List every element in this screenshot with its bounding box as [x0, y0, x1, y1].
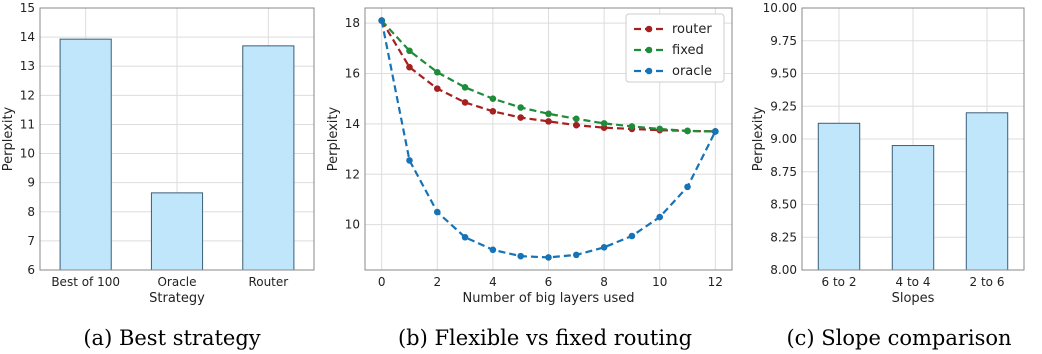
- point-oracle: [656, 213, 664, 221]
- x-tick-label: Router: [248, 275, 288, 289]
- y-tick-label: 8.75: [770, 165, 797, 179]
- legend-label-oracle: oracle: [672, 64, 712, 79]
- x-tick-label: 2 to 6: [970, 275, 1005, 289]
- point-router: [406, 63, 413, 71]
- y-tick-label: 12: [345, 167, 360, 181]
- bar-oracle: [150, 192, 204, 271]
- point-router: [489, 107, 497, 115]
- y-axis-label: Perplexity: [326, 106, 341, 171]
- point-oracle: [489, 246, 497, 254]
- x-tick-label: 6: [545, 275, 553, 289]
- y-tick-label: 10: [345, 218, 360, 232]
- point-fixed: [406, 47, 413, 55]
- legend-label-fixed: fixed: [672, 43, 704, 58]
- bar-4-to-4: [891, 145, 935, 271]
- y-tick-label: 8.00: [770, 263, 797, 277]
- y-tick-label: 15: [20, 1, 35, 15]
- y-tick-label: 11: [20, 117, 35, 131]
- y-tick-label: 7: [27, 234, 35, 248]
- y-tick-label: 8.50: [770, 198, 797, 212]
- x-tick-label: 6 to 2: [822, 275, 857, 289]
- point-oracle: [517, 252, 524, 260]
- y-tick-label: 14: [345, 117, 360, 131]
- point-fixed: [489, 95, 497, 102]
- point-oracle: [406, 157, 413, 164]
- point-oracle: [461, 233, 469, 241]
- x-tick-label: 4: [489, 275, 497, 289]
- chart-b-flexible-vs-fixed-routing: 10 12 14 16 18 0 2 4 6 8 10 12 router fixed oracle Perp…: [326, 7, 733, 306]
- y-tick-label: 8.25: [770, 230, 797, 244]
- point-oracle: [545, 254, 552, 261]
- x-tick-label: Best of 100: [51, 275, 120, 289]
- x-axis-label: Strategy: [149, 291, 205, 306]
- point-router: [517, 114, 524, 121]
- axes-frame: [39, 7, 315, 271]
- y-tick-label: 9.75: [770, 34, 797, 48]
- point-fixed: [433, 68, 441, 76]
- legend-marker-oracle: [645, 67, 653, 75]
- x-tick-label: 4 to 4: [896, 275, 931, 289]
- point-oracle: [684, 183, 691, 191]
- caption-a: (a) Best strategy: [83, 326, 260, 350]
- point-oracle: [628, 232, 636, 240]
- point-fixed: [600, 120, 608, 127]
- axes-frame: [364, 7, 733, 271]
- y-tick-label: 16: [345, 67, 360, 81]
- y-tick-label: 9.50: [770, 67, 797, 81]
- legend-label-router: router: [672, 22, 712, 37]
- x-tick-label: 8: [600, 275, 608, 289]
- x-tick-label: 12: [708, 275, 723, 289]
- point-fixed: [573, 115, 580, 123]
- y-tick-label: 18: [345, 16, 360, 30]
- point-fixed: [461, 84, 469, 91]
- x-tick-label: 2: [433, 275, 441, 289]
- point-fixed: [684, 127, 691, 135]
- point-router: [433, 85, 441, 92]
- y-tick-label: 13: [20, 59, 35, 73]
- point-oracle: [600, 244, 608, 251]
- point-router: [461, 99, 469, 106]
- point-oracle: [433, 208, 441, 216]
- y-tick-label: 10: [20, 147, 35, 161]
- bar-best-of-100: [59, 38, 112, 271]
- y-tick-label: 9.25: [770, 99, 797, 113]
- point-fixed: [656, 125, 664, 133]
- legend-marker-router: [645, 25, 653, 33]
- chart-c-slope-comparison: 8.00 8.25 8.50 8.75 9.00 9.25 9.50 9.75 10.00 6 t…: [751, 1, 1025, 306]
- point-router: [545, 118, 552, 125]
- y-tick-label: 6: [27, 263, 35, 277]
- point-oracle: [573, 251, 580, 259]
- y-tick-label: 12: [20, 88, 35, 102]
- y-tick-label: 8: [27, 205, 35, 219]
- y-axis-label: Perplexity: [1, 106, 16, 171]
- x-tick-label: Oracle: [157, 275, 196, 289]
- bar-router: [242, 45, 295, 271]
- point-router: [573, 121, 580, 129]
- x-axis-label: Number of big layers used: [462, 291, 634, 306]
- chart-a-best-strategy: 6 7 8 9 10 11 12 13 14 15 Best of 100 Oracle Router P…: [1, 1, 315, 306]
- x-tick-label: 0: [378, 275, 386, 289]
- point-fixed: [628, 123, 636, 130]
- y-tick-label: 14: [20, 30, 35, 44]
- y-axis-label: Perplexity: [751, 106, 766, 171]
- axes-frame: [801, 7, 1025, 271]
- y-tick-label: 9.00: [770, 132, 797, 146]
- bar-6-to-2: [817, 122, 861, 271]
- point-oracle: [378, 17, 385, 24]
- point-fixed: [517, 104, 524, 111]
- x-tick-label: 10: [652, 275, 667, 289]
- point-oracle: [712, 128, 719, 135]
- y-tick-label: 9: [27, 176, 35, 190]
- legend-marker-fixed: [645, 46, 653, 54]
- y-tick-label: 10.00: [763, 1, 797, 15]
- caption-b: (b) Flexible vs fixed routing: [398, 326, 692, 350]
- caption-c: (c) Slope comparison: [786, 326, 1011, 350]
- point-fixed: [545, 110, 552, 118]
- bar-2-to-6: [965, 112, 1009, 271]
- x-axis-label: Slopes: [892, 291, 935, 306]
